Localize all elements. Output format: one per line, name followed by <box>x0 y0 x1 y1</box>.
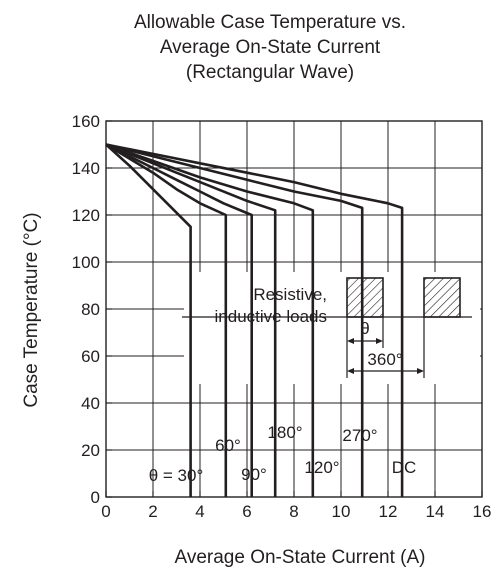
x-tick-label-4: 8 <box>289 502 298 521</box>
x-tick-label-5: 10 <box>332 502 351 521</box>
x-tick-label-7: 14 <box>426 502 445 521</box>
y-tick-label-5: 100 <box>72 253 100 272</box>
series-label-0: θ = 30° <box>149 466 204 485</box>
y-ticks: 0 20 40 60 80 100 120 140 160 <box>72 112 112 507</box>
series-curve-0 <box>105 143 192 497</box>
inset-period-arrowhead-left <box>347 368 354 374</box>
chart-title-line-1: Allowable Case Temperature vs. <box>134 12 406 33</box>
y-tick-label-1: 20 <box>81 441 100 460</box>
y-tick-label-6: 120 <box>72 206 100 225</box>
series-label-5: 270° <box>342 426 377 445</box>
y-tick-label-3: 60 <box>81 347 100 366</box>
x-tick-label-0: 0 <box>101 502 110 521</box>
series-label-4: 120° <box>304 458 339 477</box>
curves <box>105 143 404 497</box>
inset-theta-label: θ <box>360 319 369 338</box>
series-curve-6 <box>105 143 404 497</box>
y-tick-label-0: 0 <box>91 488 100 507</box>
inset-pulse-2 <box>423 277 461 318</box>
y-tick-label-4: 80 <box>81 300 100 319</box>
x-tick-label-2: 4 <box>195 502 204 521</box>
x-ticks: 0 2 4 6 8 10 12 14 16 <box>101 491 491 521</box>
series-curve-3 <box>105 143 277 497</box>
y-tick-label-7: 140 <box>72 159 100 178</box>
series-label-2: 90° <box>241 465 267 484</box>
y-tick-label-8: 160 <box>72 112 100 131</box>
inset-theta-arrowhead-left <box>347 338 354 344</box>
series-curve-1 <box>105 143 228 497</box>
inset-period-arrowhead-right <box>417 368 424 374</box>
inset-text-line-1: Resistive, <box>253 285 327 304</box>
x-tick-label-3: 6 <box>242 502 251 521</box>
x-tick-label-8: 16 <box>473 502 492 521</box>
curve-labels: θ = 30° 60°90° 180°120°270° DC <box>149 423 417 485</box>
x-tick-label-1: 2 <box>148 502 157 521</box>
series-label-1: 60° <box>215 436 241 455</box>
x-axis-label: Average On-State Current (A) <box>175 547 426 568</box>
y-axis-label: Case Temperature (°C) <box>21 212 42 407</box>
chart-title-line-3: (Rectangular Wave) <box>186 62 354 83</box>
series-label-6: DC <box>392 458 417 477</box>
chart-title-line-2: Average On-State Current <box>160 37 381 58</box>
series-label-3: 180° <box>267 423 302 442</box>
series-curve-5 <box>105 143 364 497</box>
inset-theta-arrowhead-right <box>376 338 383 344</box>
series-curve-2 <box>105 143 253 497</box>
inset-pulse-1 <box>346 277 384 318</box>
y-tick-label-2: 40 <box>81 394 100 413</box>
inset-period-label: 360° <box>367 350 402 369</box>
x-tick-label-6: 12 <box>379 502 398 521</box>
inset-waveform: Resistive, inductive loads θ 360° <box>182 277 472 378</box>
series-curve-4 <box>105 143 315 497</box>
